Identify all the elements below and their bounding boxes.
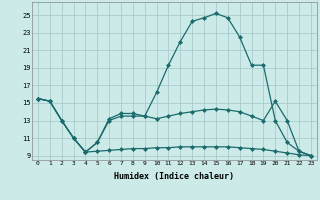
- X-axis label: Humidex (Indice chaleur): Humidex (Indice chaleur): [115, 172, 234, 181]
